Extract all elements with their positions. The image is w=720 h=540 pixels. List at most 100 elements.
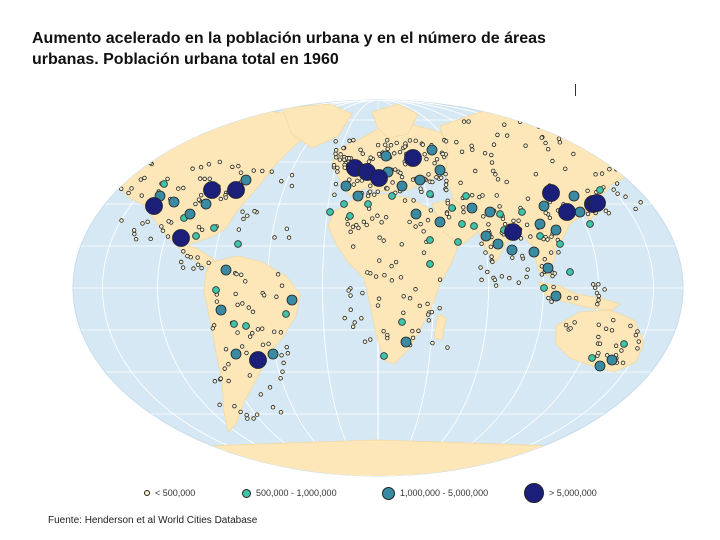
city-small [334,155,339,160]
city-small [126,190,131,196]
city-small [429,309,435,315]
city-small [266,341,271,347]
city-small [244,412,249,418]
city-small [195,255,200,260]
city-medium [518,208,526,216]
city-small [272,329,277,335]
city-small [421,250,427,255]
city-medium [212,286,220,294]
city-small [516,280,521,285]
city-small [619,120,625,125]
city-medium [540,284,548,292]
city-large [542,262,554,274]
city-small [633,206,638,212]
city-small [495,132,500,138]
city-small [502,222,508,227]
city-small [181,249,186,254]
city-small [596,282,601,287]
city-small [347,138,352,143]
city-small [119,218,124,223]
city-medium [340,200,348,208]
city-small [366,159,372,164]
city-small [238,409,243,415]
city-small [362,339,368,344]
city-small [620,360,626,366]
city-small [337,157,343,162]
city-small [383,215,389,220]
city-small [602,287,607,292]
city-small [165,234,171,239]
city-large [220,264,232,276]
city-small [226,361,231,367]
city-small [603,208,609,214]
city-small [444,178,449,184]
city-small [596,322,601,327]
city-small [641,122,647,127]
city-small [390,180,395,185]
city-small [437,305,442,311]
city-small [420,142,426,147]
city-small [385,335,390,341]
city-small [627,160,632,165]
city-small [543,210,548,216]
city-small [523,143,528,148]
city-small [443,171,448,177]
city-small [520,253,525,259]
city-small [377,235,382,240]
city-small [401,294,406,299]
city-large [534,218,546,230]
city-small [557,140,563,145]
city-large [480,230,492,242]
city-medium [458,220,466,228]
city-small [193,201,198,207]
city-small [604,353,610,358]
city-small [482,150,488,156]
city-small [331,163,337,168]
city-small [597,119,603,125]
city-large [215,304,227,316]
city-small [206,161,212,167]
city-small [665,160,671,165]
city-small [244,350,249,356]
city-small [445,345,450,350]
city-small [417,303,422,309]
city-small [195,262,201,267]
city-small [348,293,353,298]
city-small [483,250,488,255]
city-medium [426,190,434,198]
city-large [574,206,586,218]
city-small [656,193,661,198]
city-small [502,122,507,127]
city-xlarge [145,197,163,215]
city-large [434,216,446,228]
city-small [338,152,343,157]
city-small [545,147,551,152]
city-small [259,326,265,331]
city-small [335,169,340,174]
city-small [563,322,569,328]
city-small [247,373,253,378]
city-large [426,144,438,156]
city-small [472,168,478,174]
city-small [492,277,498,283]
text-cursor-mark [575,84,576,96]
legend-label-small: < 500,000 [155,488,196,498]
city-small [122,170,127,175]
city-small [407,296,413,301]
city-small [185,253,190,259]
city-small [402,198,408,203]
city-large [380,150,392,162]
city-small [350,224,356,230]
city-small [370,216,375,221]
city-small [432,160,437,166]
city-medium [620,340,628,348]
city-small [375,142,381,148]
city-large [168,196,180,208]
city-large [568,190,580,202]
city-large [240,174,252,186]
city-small [286,235,292,240]
city-small [445,201,450,206]
city-small [381,328,386,334]
city-small [481,214,486,219]
city-small [255,327,261,332]
